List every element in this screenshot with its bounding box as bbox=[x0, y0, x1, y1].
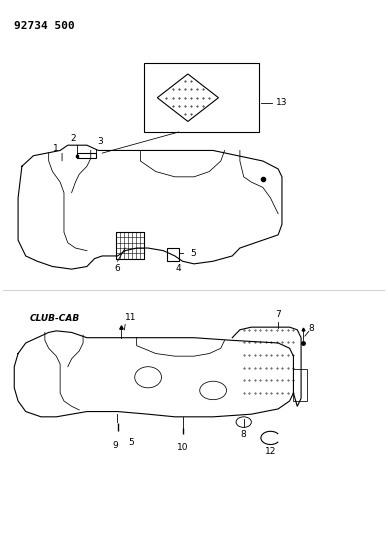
Text: 8: 8 bbox=[241, 430, 247, 439]
Text: 4: 4 bbox=[176, 264, 182, 273]
Text: 7: 7 bbox=[275, 310, 281, 319]
Text: 11: 11 bbox=[125, 313, 137, 322]
Text: 8: 8 bbox=[309, 324, 315, 333]
Text: 5: 5 bbox=[128, 438, 134, 447]
Text: 13: 13 bbox=[276, 99, 288, 108]
Bar bbox=[144, 63, 259, 132]
Text: 6: 6 bbox=[114, 264, 120, 273]
Text: 2: 2 bbox=[71, 134, 76, 142]
Text: 9: 9 bbox=[113, 441, 118, 449]
Text: 92734 500: 92734 500 bbox=[14, 21, 75, 31]
Text: 1: 1 bbox=[53, 144, 59, 153]
Text: 5: 5 bbox=[190, 249, 196, 258]
Text: 3: 3 bbox=[97, 137, 103, 146]
Text: 10: 10 bbox=[177, 443, 188, 452]
Bar bbox=[293, 369, 307, 401]
Text: 12: 12 bbox=[265, 447, 276, 456]
Text: CLUB-CAB: CLUB-CAB bbox=[29, 314, 80, 323]
